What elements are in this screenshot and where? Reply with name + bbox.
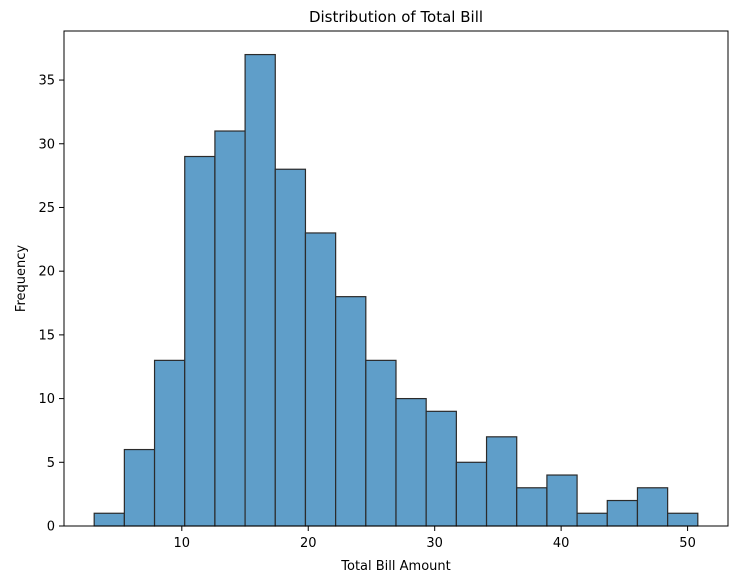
y-tick-label: 25 [38,201,55,216]
chart-title: Distribution of Total Bill [309,8,483,26]
x-axis-ticks: 10 20 30 40 50 [174,526,696,551]
y-axis-ticks: 0 5 10 15 20 25 30 35 [38,74,64,535]
histogram-bar [93,512,125,527]
histogram-bar [274,168,307,527]
y-tick-label: 5 [47,456,55,471]
histogram-bar [395,397,427,527]
histogram-bar [214,130,246,527]
y-axis-title: Frequency [14,245,29,312]
histogram-bar [365,359,397,527]
histogram-bar [123,448,156,527]
histogram-bar [244,53,276,527]
histogram-bar [576,512,608,527]
y-tick-label: 10 [38,392,55,407]
y-tick-label: 35 [38,74,55,89]
y-tick-label: 20 [38,265,55,280]
histogram-bar [516,487,548,527]
x-tick-label: 30 [426,536,443,551]
histogram-bar [606,499,639,527]
histogram-bar [455,461,488,527]
x-tick-label: 10 [174,536,191,551]
histogram-bar [667,512,699,527]
histogram-bar [153,359,186,527]
histogram-bar [636,487,669,527]
y-tick-label: 0 [47,520,55,535]
plot-frame [63,30,729,527]
histogram-bar [335,296,367,527]
histogram-bar [304,232,337,527]
y-tick-label: 15 [38,328,55,343]
histogram-bar [485,436,518,527]
x-tick-label: 50 [679,536,696,551]
x-tick-label: 40 [553,536,570,551]
histogram-bar [425,410,457,527]
y-tick-label: 30 [38,137,55,152]
histogram-bar [184,155,216,527]
x-tick-label: 20 [300,536,317,551]
bars-group [93,53,699,527]
x-axis-title: Total Bill Amount [340,559,450,574]
histogram-bar [546,474,578,527]
